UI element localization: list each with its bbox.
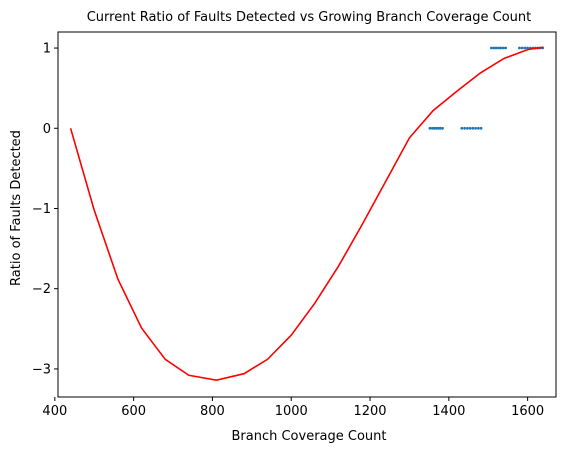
chart-title: Current Ratio of Faults Detected vs Grow…	[87, 10, 532, 25]
scatter-point	[518, 46, 521, 50]
scatter-point	[499, 46, 503, 50]
x-tick-label: 400	[42, 404, 67, 419]
fit-curve-line	[69, 46, 544, 382]
scatter-point	[436, 126, 440, 130]
y-tick-label: −3	[32, 362, 51, 377]
scatter-point	[430, 126, 434, 130]
plot-frame	[57, 31, 557, 398]
x-tick-label: 600	[121, 404, 146, 419]
scatter-point	[477, 126, 480, 130]
plot-area: 400 600 800 1000 1200 1400 1600 1 0 −1 −2 −3	[32, 31, 557, 419]
scatter-point	[520, 46, 524, 50]
scatter-point	[504, 46, 507, 50]
x-tick-label: 1000	[275, 404, 308, 419]
x-tick-label: 1400	[432, 404, 465, 419]
scatter-point	[471, 126, 475, 130]
scatter-point	[463, 126, 466, 130]
scatter-point	[523, 46, 527, 50]
y-tick-label: 1	[43, 42, 51, 57]
y-tick-label: 0	[43, 122, 51, 137]
x-tick-label: 1200	[353, 404, 386, 419]
x-axis-label: Branch Coverage Count	[231, 429, 386, 444]
y-tick-label: −2	[32, 282, 51, 297]
scatter-point	[474, 126, 477, 130]
scatter-point	[479, 126, 483, 130]
scatter-point	[494, 46, 498, 50]
scatter-point	[460, 126, 464, 130]
y-axis-label: Ratio of Faults Detected	[9, 130, 24, 286]
scatter-point	[466, 126, 469, 130]
scatter-point	[492, 46, 496, 50]
y-tick-label: −1	[32, 202, 51, 217]
scatter-point	[490, 46, 493, 50]
scatter-point	[501, 46, 505, 50]
scatter-point	[434, 126, 438, 130]
scatter-point	[468, 126, 472, 130]
scatter-point	[441, 126, 444, 130]
scatter-point	[438, 126, 442, 130]
scatter-point	[428, 126, 432, 130]
x-tick-label: 1600	[511, 404, 544, 419]
scatter-point	[497, 46, 500, 50]
x-tick-label: 800	[200, 404, 225, 419]
